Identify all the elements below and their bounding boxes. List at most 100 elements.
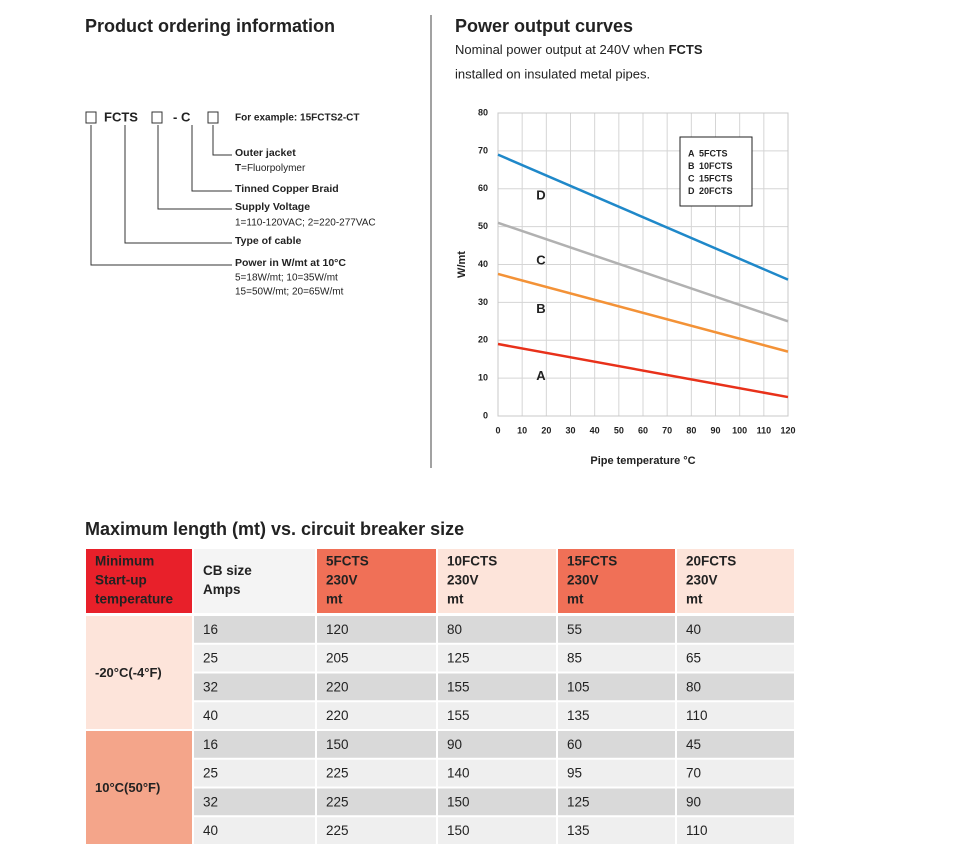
table-cell <box>558 673 675 701</box>
cell-text: 155 <box>447 708 470 723</box>
cell-text: 225 <box>326 823 349 838</box>
table-cell <box>677 644 794 672</box>
cell-text: 110 <box>686 708 708 723</box>
header-text: 230V <box>326 573 358 588</box>
table-cell <box>438 817 556 844</box>
cell-text: 125 <box>567 794 590 809</box>
chart-title: Power output curves <box>455 16 633 36</box>
cell-text: 135 <box>567 823 590 838</box>
table-cell <box>194 817 315 844</box>
table-cell <box>194 788 315 816</box>
table-cell <box>438 644 556 672</box>
cell-text: 80 <box>447 622 462 637</box>
item-detail: 5=18W/mt; 10=35W/mt <box>235 273 338 284</box>
cell-text: 16 <box>203 622 218 637</box>
table-cell <box>317 616 436 643</box>
header-text: 230V <box>686 573 718 588</box>
x-tick-label: 90 <box>710 425 720 435</box>
table-cell <box>438 759 556 787</box>
table-cell <box>317 759 436 787</box>
cell-text: 25 <box>203 651 218 666</box>
chart-subtitle: Nominal power output at 240V when FCTS <box>455 42 703 57</box>
group-cell <box>86 731 192 844</box>
code-box <box>85 111 97 124</box>
series-line <box>497 221 789 323</box>
table-cell <box>194 644 315 672</box>
cell-text: 125 <box>447 651 470 666</box>
header-cell <box>317 549 436 613</box>
item-detail: 1=110-120VAC; 2=220-277VAC <box>235 218 376 229</box>
cell-text: 40 <box>203 823 218 838</box>
cell-text: 105 <box>567 679 590 694</box>
cell-text: 60 <box>567 737 582 752</box>
connector <box>124 125 232 244</box>
table-cell <box>194 731 315 758</box>
y-tick-label: 30 <box>478 297 488 307</box>
subtitle-bold: FCTS <box>669 42 703 57</box>
table-cell <box>317 817 436 844</box>
cell-text: 16 <box>203 737 218 752</box>
series-letter: B <box>536 301 545 316</box>
table-cell <box>677 788 794 816</box>
table-cell <box>677 673 794 701</box>
x-tick-label: 100 <box>732 425 747 435</box>
legend-label: 15FCTS <box>699 173 733 183</box>
header-text: mt <box>326 592 343 607</box>
y-tick-label: 70 <box>478 145 488 155</box>
table-cell <box>194 673 315 701</box>
x-axis-label: Pipe temperature °C <box>590 455 695 467</box>
cell-text: 95 <box>567 766 582 781</box>
x-tick-label: 10 <box>517 425 527 435</box>
cell-text: 55 <box>567 622 582 637</box>
header-text: 5FCTS <box>326 554 369 569</box>
table-cell <box>558 817 675 844</box>
cell-text: 150 <box>447 823 470 838</box>
cell-text: 220 <box>326 679 349 694</box>
y-tick-label: 60 <box>478 183 488 193</box>
cell-text: 90 <box>686 794 701 809</box>
chart-subtitle: installed on insulated metal pipes. <box>455 66 650 81</box>
header-text: 20FCTS <box>686 554 736 569</box>
table-cell <box>558 616 675 643</box>
x-tick-label: 30 <box>565 425 575 435</box>
item-label: Type of cable <box>235 235 301 247</box>
y-axis-label: W/mt <box>456 251 468 278</box>
table-cell <box>317 731 436 758</box>
x-tick-label: 40 <box>590 425 600 435</box>
header-text: 230V <box>447 573 479 588</box>
table-cell <box>438 731 556 758</box>
group-cell <box>86 616 192 729</box>
cell-text: 32 <box>203 794 218 809</box>
x-tick-label: 70 <box>662 425 672 435</box>
header-text: Minimum <box>95 554 154 569</box>
header-cell <box>558 549 675 613</box>
section-title: Product ordering information <box>85 16 335 36</box>
header-cell <box>194 549 315 613</box>
cell-text: 25 <box>203 766 218 781</box>
y-tick-label: 80 <box>478 107 488 117</box>
header-text: mt <box>447 592 464 607</box>
table-title: Maximum length (mt) vs. circuit breaker … <box>85 519 464 539</box>
cell-text: 150 <box>326 737 349 752</box>
code-text: - C <box>173 109 191 124</box>
table-cell <box>194 759 315 787</box>
cell-text: 155 <box>447 679 470 694</box>
table-cell <box>438 673 556 701</box>
series-letter: D <box>536 188 545 203</box>
header-text: CB size <box>203 563 252 578</box>
cell-text: 225 <box>326 766 349 781</box>
code-box <box>207 111 219 124</box>
table-cell <box>677 702 794 729</box>
item-label: Supply Voltage <box>235 201 310 213</box>
item-label: Power in W/mt at 10°C <box>235 257 346 269</box>
detail-text: =Fluorpolymer <box>241 163 306 174</box>
cell-text: 120 <box>326 622 349 637</box>
cell-text: 110 <box>686 823 708 838</box>
table-cell <box>558 731 675 758</box>
y-tick-label: 0 <box>483 410 488 420</box>
cell-text: 220 <box>326 708 349 723</box>
connector <box>157 125 232 210</box>
code-text: FCTS <box>104 109 138 124</box>
cell-text: 70 <box>686 766 701 781</box>
table-cell <box>438 616 556 643</box>
